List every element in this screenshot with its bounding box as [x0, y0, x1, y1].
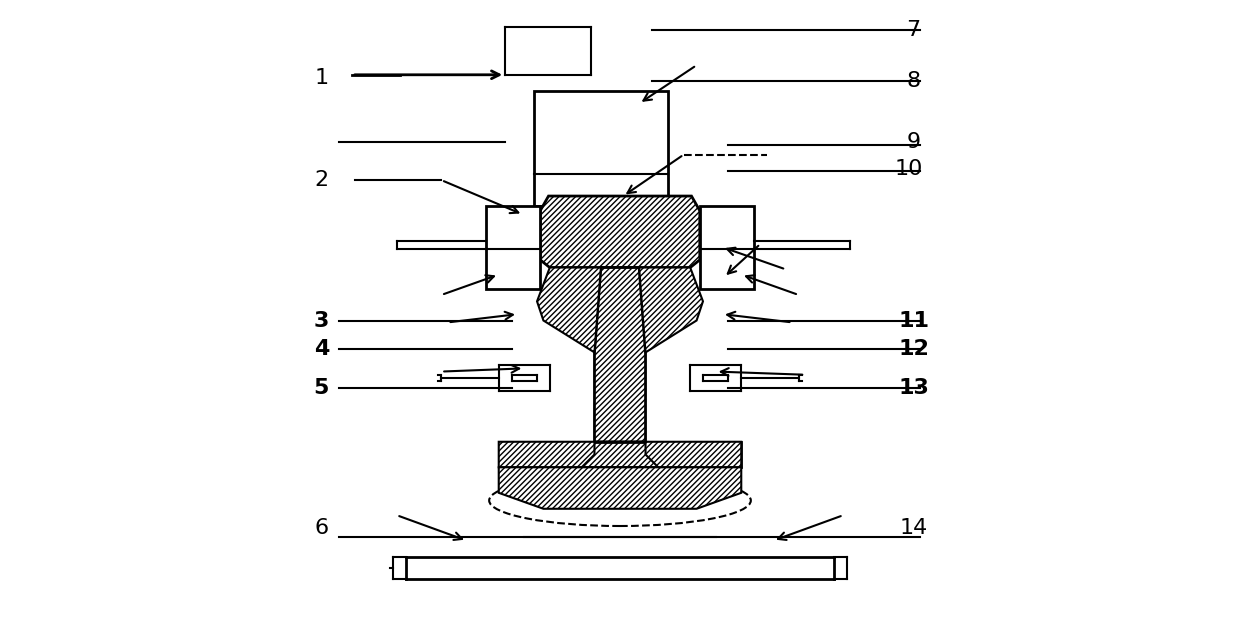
Text: 8: 8 [906, 71, 920, 91]
Text: 12: 12 [898, 339, 929, 359]
FancyBboxPatch shape [486, 206, 541, 288]
Text: 6: 6 [314, 518, 329, 538]
Polygon shape [498, 442, 594, 467]
Polygon shape [594, 267, 646, 442]
Text: 7: 7 [906, 20, 920, 40]
Text: 10: 10 [895, 158, 924, 179]
Text: 9: 9 [906, 132, 920, 152]
Text: 5: 5 [314, 378, 329, 397]
FancyBboxPatch shape [534, 91, 668, 206]
Polygon shape [537, 267, 601, 353]
FancyBboxPatch shape [699, 206, 754, 288]
Text: 4: 4 [314, 339, 329, 359]
Polygon shape [498, 442, 742, 467]
Text: 13: 13 [898, 378, 929, 397]
Polygon shape [646, 442, 742, 467]
Text: 1: 1 [314, 68, 329, 88]
Text: 2: 2 [314, 170, 329, 190]
Polygon shape [541, 196, 699, 267]
Polygon shape [639, 267, 703, 353]
Text: 3: 3 [314, 310, 329, 331]
Text: 14: 14 [899, 518, 928, 538]
Text: 11: 11 [898, 310, 929, 331]
Polygon shape [498, 467, 742, 509]
